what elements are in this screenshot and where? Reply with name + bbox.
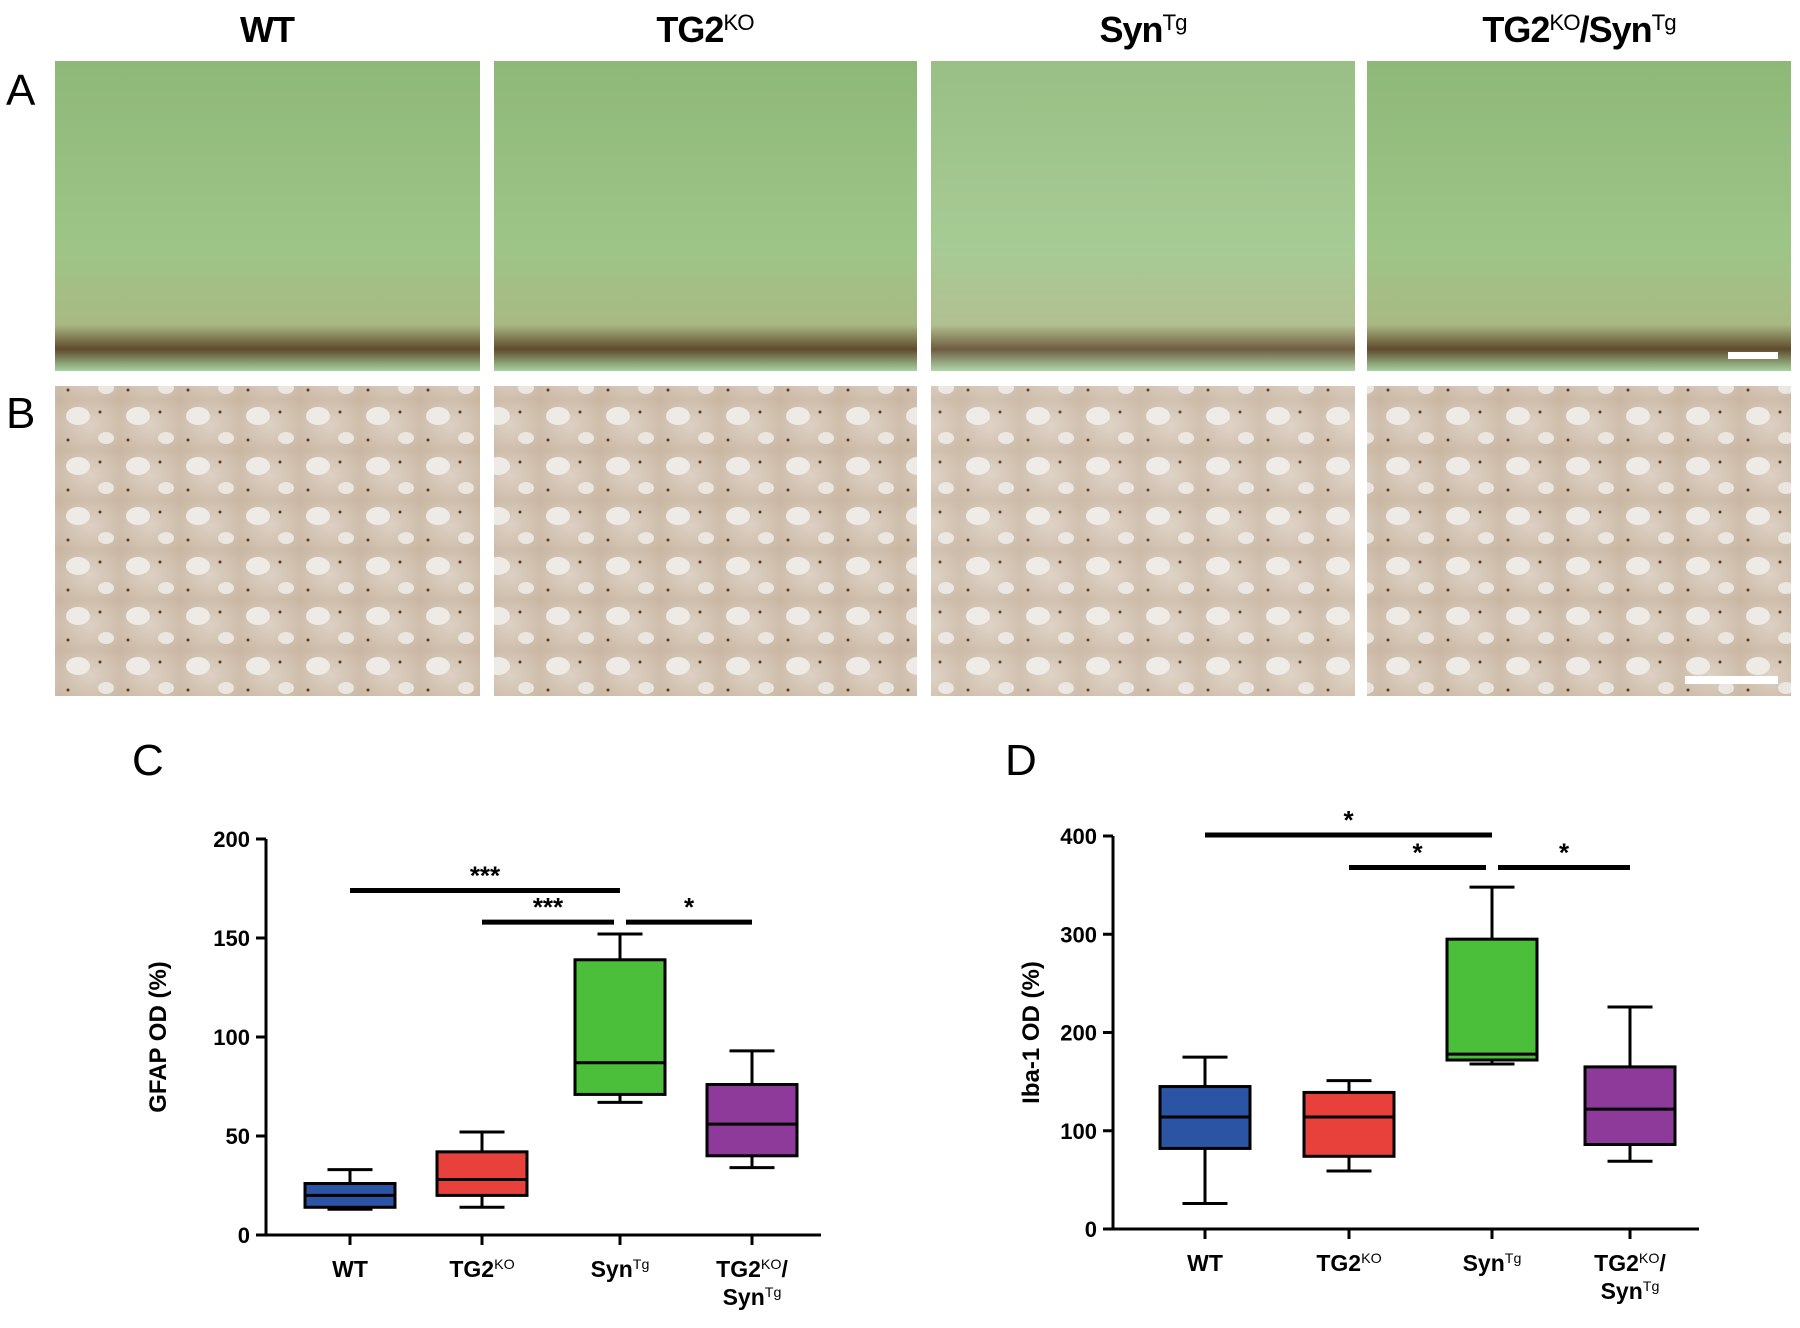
superscript: KO xyxy=(723,10,754,35)
x-tick-label: TG2KO/ xyxy=(1594,1250,1666,1276)
x-tick-label: SynTg xyxy=(591,1256,650,1282)
superscript: Tg xyxy=(1652,10,1676,35)
x-tick-label: SynTg xyxy=(1601,1278,1660,1304)
y-axis-title: GFAP OD (%) xyxy=(145,961,172,1113)
y-tick-label: 300 xyxy=(1060,922,1097,947)
box xyxy=(1445,937,1539,1062)
text-segment: / xyxy=(1659,1250,1666,1276)
x-tick-label: TG2KO/ xyxy=(716,1256,788,1282)
text-segment: /Syn xyxy=(1580,9,1652,50)
superscript: KO xyxy=(1361,1251,1382,1267)
box xyxy=(1583,1065,1677,1147)
superscript: KO xyxy=(494,1257,515,1273)
x-tick-label: SynTg xyxy=(723,1284,782,1310)
y-tick-label: 150 xyxy=(213,926,250,951)
superscript: Tg xyxy=(1643,1279,1660,1295)
box xyxy=(435,1150,529,1197)
x-tick-label: TG2KO xyxy=(1316,1250,1381,1276)
superscript: KO xyxy=(1639,1251,1660,1267)
box xyxy=(573,958,667,1096)
superscript: Tg xyxy=(1162,10,1186,35)
panel-label: D xyxy=(1005,736,1037,785)
superscript: Tg xyxy=(1505,1251,1522,1267)
box xyxy=(705,1083,799,1158)
significance-label: * xyxy=(684,892,695,922)
micrograph xyxy=(1367,61,1791,371)
text-segment: TG2 xyxy=(1594,1250,1639,1276)
column-header: SynTg xyxy=(1099,9,1186,50)
significance-label: *** xyxy=(470,860,501,890)
text-segment: TG2 xyxy=(1482,9,1549,50)
panel-label: A xyxy=(6,66,36,115)
box xyxy=(1302,1090,1396,1158)
column-header: TG2KO/SynTg xyxy=(1482,9,1675,50)
text-segment: Syn xyxy=(1099,9,1162,50)
text-segment: Syn xyxy=(1463,1250,1505,1276)
text-segment: WT xyxy=(332,1256,368,1282)
y-axis-title: Iba-1 OD (%) xyxy=(1018,961,1045,1104)
y-tick-label: 200 xyxy=(1060,1021,1097,1046)
text-segment: WT xyxy=(1187,1250,1223,1276)
micrograph xyxy=(494,61,917,371)
superscript: Tg xyxy=(765,1285,782,1301)
column-header: WT xyxy=(240,9,295,50)
text-segment: TG2 xyxy=(716,1256,761,1282)
superscript: KO xyxy=(761,1257,782,1273)
micrograph xyxy=(1367,386,1791,696)
micrograph xyxy=(931,386,1355,696)
superscript: Tg xyxy=(633,1257,650,1273)
micrograph xyxy=(55,61,480,371)
y-tick-label: 200 xyxy=(213,827,250,852)
panel-label: B xyxy=(6,389,35,438)
micrograph xyxy=(55,386,480,696)
significance-label: * xyxy=(1559,837,1570,867)
y-tick-label: 100 xyxy=(1060,1119,1097,1144)
text-segment: Syn xyxy=(723,1284,765,1310)
text-segment: Syn xyxy=(591,1256,633,1282)
text-segment: Syn xyxy=(1601,1278,1643,1304)
column-header: TG2KO xyxy=(656,9,754,50)
micrograph xyxy=(931,61,1355,371)
scale-bar xyxy=(1685,676,1778,684)
x-tick-label: TG2KO xyxy=(449,1256,514,1282)
significance-label: * xyxy=(1412,837,1423,867)
y-tick-label: 400 xyxy=(1060,824,1097,849)
text-segment: / xyxy=(781,1256,788,1282)
y-tick-label: 100 xyxy=(213,1025,250,1050)
text-segment: TG2 xyxy=(1316,1250,1361,1276)
panel-label: C xyxy=(132,736,164,785)
micrograph xyxy=(494,386,917,696)
x-tick-label: WT xyxy=(1187,1250,1223,1276)
significance-label: * xyxy=(1343,805,1354,835)
text-segment: WT xyxy=(240,9,295,50)
micrographs xyxy=(55,61,1791,696)
text-segment: TG2 xyxy=(656,9,723,50)
scale-bar xyxy=(1728,352,1778,359)
text-segment: TG2 xyxy=(449,1256,494,1282)
x-tick-label: SynTg xyxy=(1463,1250,1522,1276)
superscript: KO xyxy=(1549,10,1580,35)
x-tick-label: WT xyxy=(332,1256,368,1282)
y-tick-label: 0 xyxy=(1085,1217,1097,1242)
y-tick-label: 50 xyxy=(226,1124,250,1149)
significance-label: *** xyxy=(533,892,564,922)
y-tick-label: 0 xyxy=(238,1223,250,1248)
